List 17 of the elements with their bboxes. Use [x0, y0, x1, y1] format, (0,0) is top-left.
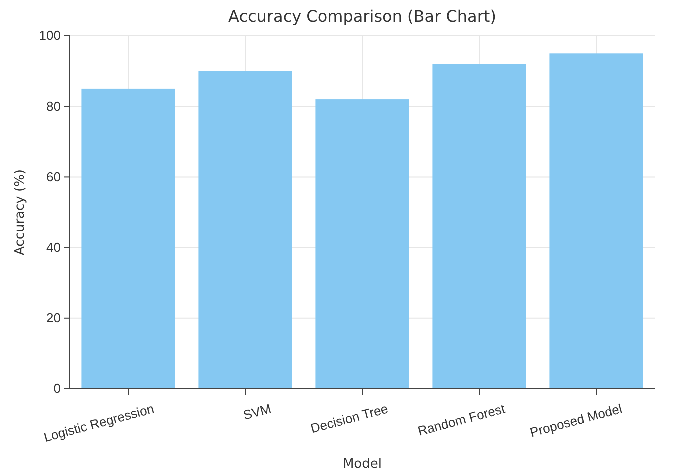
y-tick-label: 60: [46, 169, 61, 184]
x-tick-label: SVM: [242, 401, 273, 423]
y-axis-title: Accuracy (%): [13, 170, 28, 256]
x-axis-title: Model: [342, 457, 382, 472]
x-tick-label: Decision Tree: [309, 401, 390, 436]
chart-title: Accuracy Comparison (Bar Chart): [228, 7, 496, 26]
bar: [198, 71, 292, 389]
bar: [550, 54, 644, 389]
y-tick-label: 100: [39, 28, 61, 44]
y-tick-label: 80: [46, 98, 61, 114]
y-tick-label: 20: [46, 310, 61, 326]
bar: [82, 88, 176, 389]
y-tick-label: 0: [54, 381, 61, 396]
y-tick-label: 40: [46, 240, 61, 255]
bar: [316, 100, 410, 389]
x-tick-label: Random Forest: [416, 401, 508, 439]
bar: [432, 64, 526, 389]
